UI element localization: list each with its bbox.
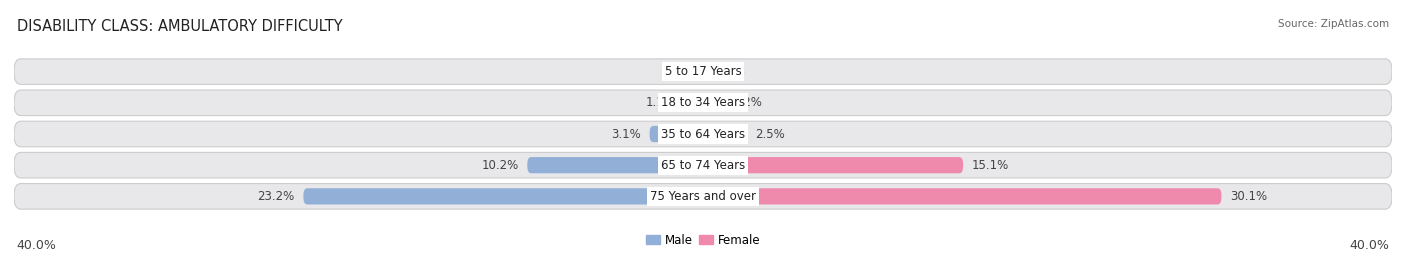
Text: 65 to 74 Years: 65 to 74 Years — [661, 159, 745, 172]
Text: Source: ZipAtlas.com: Source: ZipAtlas.com — [1278, 19, 1389, 29]
FancyBboxPatch shape — [14, 121, 1392, 147]
Text: 0.0%: 0.0% — [665, 65, 695, 78]
Text: 2.5%: 2.5% — [755, 128, 785, 140]
Legend: Male, Female: Male, Female — [641, 229, 765, 252]
FancyBboxPatch shape — [650, 126, 703, 142]
Text: 30.1%: 30.1% — [1230, 190, 1267, 203]
FancyBboxPatch shape — [703, 95, 724, 111]
Text: 1.1%: 1.1% — [645, 96, 675, 109]
FancyBboxPatch shape — [703, 64, 707, 80]
FancyBboxPatch shape — [685, 95, 703, 111]
FancyBboxPatch shape — [703, 157, 963, 173]
FancyBboxPatch shape — [14, 90, 1392, 116]
FancyBboxPatch shape — [703, 188, 1222, 204]
Text: DISABILITY CLASS: AMBULATORY DIFFICULTY: DISABILITY CLASS: AMBULATORY DIFFICULTY — [17, 19, 343, 34]
Text: 40.0%: 40.0% — [1350, 239, 1389, 252]
FancyBboxPatch shape — [703, 126, 747, 142]
FancyBboxPatch shape — [527, 157, 703, 173]
FancyBboxPatch shape — [14, 184, 1392, 209]
Text: 40.0%: 40.0% — [17, 239, 56, 252]
Text: 23.2%: 23.2% — [257, 190, 295, 203]
Text: 3.1%: 3.1% — [612, 128, 641, 140]
Text: 18 to 34 Years: 18 to 34 Years — [661, 96, 745, 109]
FancyBboxPatch shape — [14, 59, 1392, 84]
FancyBboxPatch shape — [304, 188, 703, 204]
Text: 15.1%: 15.1% — [972, 159, 1010, 172]
FancyBboxPatch shape — [14, 152, 1392, 178]
Text: 0.2%: 0.2% — [716, 65, 745, 78]
Text: 10.2%: 10.2% — [481, 159, 519, 172]
Text: 35 to 64 Years: 35 to 64 Years — [661, 128, 745, 140]
Text: 5 to 17 Years: 5 to 17 Years — [665, 65, 741, 78]
Text: 1.2%: 1.2% — [733, 96, 762, 109]
Text: 75 Years and over: 75 Years and over — [650, 190, 756, 203]
